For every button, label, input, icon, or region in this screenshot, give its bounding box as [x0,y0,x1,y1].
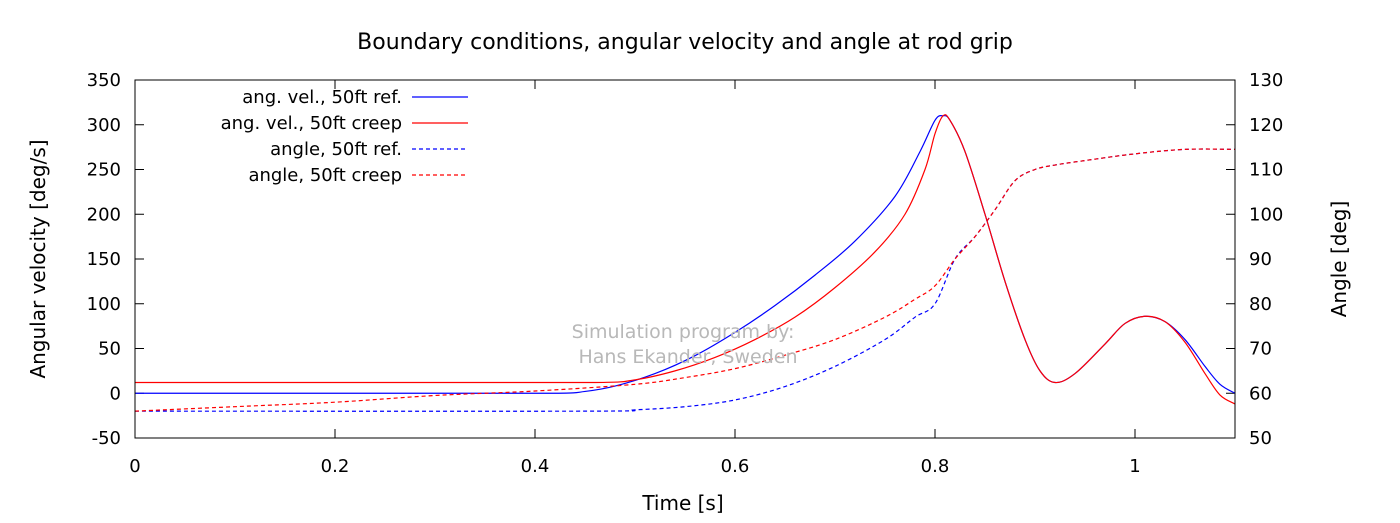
y-tick-label: 200 [87,204,121,225]
y2-tick-label: 90 [1249,249,1272,270]
legend-label: ang. vel., 50ft creep [221,113,402,134]
x-axis-label: Time [s] [641,491,723,515]
y2-tick-label: 120 [1249,115,1283,136]
watermark-line-1: Simulation program by: [572,321,795,343]
y-tick-label: 0 [110,383,121,404]
y2-tick-label: 100 [1249,204,1283,225]
x-tick-label: 0.6 [721,456,750,477]
series-line [134,148,1236,412]
series-line [134,148,1236,412]
legend-label: angle, 50ft ref. [270,139,402,160]
series-line [135,114,1236,405]
legend-label: ang. vel., 50ft ref. [242,87,402,108]
x-tick-label: 0 [129,456,140,477]
x-tick-label: 0.4 [521,456,550,477]
y-tick-label: 50 [98,339,121,360]
y-tick-label: 150 [87,249,121,270]
chart-title: Boundary conditions, angular velocity an… [357,30,1013,55]
y2-tick-label: 80 [1249,294,1272,315]
y2-tick-label: 110 [1249,160,1283,181]
watermark-line-2: Hans Ekander, Sweden [579,346,798,368]
x-tick-label: 0.2 [321,456,350,477]
plot-frame [134,79,1236,439]
x-tick-label: 1 [1129,456,1140,477]
legend-label: angle, 50ft creep [248,165,402,186]
y-tick-label: 100 [87,294,121,315]
y-tick-label: 250 [87,160,121,181]
y-tick-label: 300 [87,115,121,136]
y2-tick-label: 60 [1249,383,1272,404]
y2-tick-label: 130 [1249,70,1283,91]
y2-axis-label: Angle [deg] [1327,201,1351,318]
x-tick-label: 0.8 [921,456,950,477]
legend: ang. vel., 50ft ref. ang. vel., 50ft cree… [221,87,468,186]
y-tick-label: 350 [87,70,121,91]
y2-tick-label: 70 [1249,339,1272,360]
y2-tick-label: 50 [1249,428,1272,449]
y-tick-label: -50 [92,428,121,449]
y-axis-label: Angular velocity [deg/s] [26,139,50,378]
